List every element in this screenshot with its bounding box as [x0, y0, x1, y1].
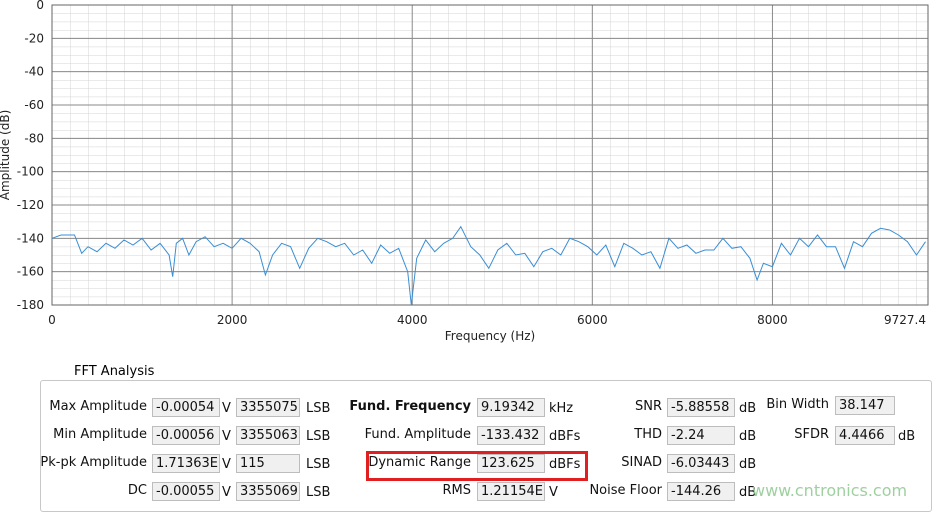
field-unit: dBFs — [549, 429, 581, 444]
minor-grid — [52, 5, 928, 305]
field-unit: LSB — [306, 401, 331, 416]
x-axis-title: Frequency (Hz) — [445, 329, 536, 343]
field-value: 123.625 — [477, 454, 545, 473]
y-tick-label: -140 — [17, 231, 44, 245]
field-unit: dB — [739, 457, 757, 472]
field-unit: V — [222, 457, 231, 472]
y-tick-label: -180 — [17, 298, 44, 312]
field-label: SFDR — [794, 427, 829, 442]
field-value: 4.4466 — [835, 426, 895, 445]
x-tick-label: 8000 — [757, 313, 788, 327]
field-value: 3355063 — [236, 426, 300, 445]
y-tick-label: -60 — [24, 98, 44, 112]
field-value: -0.00055 — [152, 482, 220, 501]
field-unit: dB — [739, 401, 757, 416]
field-value: -2.24 — [667, 426, 735, 445]
group-title: FFT Analysis — [70, 364, 159, 379]
spectrum-line — [51, 225, 926, 306]
field-unit: V — [549, 485, 558, 500]
field-value: -144.26 — [667, 482, 735, 501]
x-tick-label: 4000 — [397, 313, 428, 327]
field-value: 3355075 — [236, 398, 300, 417]
field-value: 9.19342 — [477, 398, 545, 417]
chart: Frequency (Hz) Amplitude (dB) 0 -20 -40 -60… — [0, 0, 929, 343]
field-label: Fund. Amplitude — [364, 427, 471, 442]
field-unit: V — [222, 401, 231, 416]
field-value: 38.147 — [835, 396, 895, 415]
x-tick-label: 2000 — [217, 313, 248, 327]
field-unit: LSB — [306, 429, 331, 444]
field-unit: dB — [739, 485, 757, 500]
y-tick-label: -100 — [17, 165, 44, 179]
field-value: 115 — [236, 454, 300, 473]
field-label: SNR — [634, 399, 662, 414]
field-unit: dBFs — [549, 457, 581, 472]
field-value: 1.21154E — [477, 482, 545, 501]
y-tick-label: -80 — [24, 131, 44, 145]
x-tick-label: 9727.4 — [884, 313, 926, 327]
field-label: Dynamic Range — [368, 455, 471, 470]
y-tick-label: 0 — [36, 0, 44, 12]
y-tick-label: -120 — [17, 198, 44, 212]
field-value: -6.03443 — [667, 454, 735, 473]
y-tick-label: -20 — [24, 31, 44, 45]
field-value: 3355069 — [236, 482, 300, 501]
field-unit: LSB — [306, 485, 331, 500]
field-label: Min Amplitude — [53, 427, 147, 442]
field-value: -0.00056 — [152, 426, 220, 445]
field-value: -0.00054 — [152, 398, 220, 417]
field-label: SINAD — [621, 455, 662, 470]
field-unit: V — [222, 485, 231, 500]
field-unit: kHz — [549, 401, 574, 416]
field-value: 1.71363E — [152, 454, 220, 473]
field-value: -5.88558 — [667, 398, 735, 417]
field-label: DC — [127, 483, 147, 498]
field-unit: V — [222, 429, 231, 444]
field-unit: LSB — [306, 457, 331, 472]
field-unit: dB — [739, 429, 757, 444]
y-tick-label: -40 — [24, 65, 44, 79]
field-label: Fund. Frequency — [349, 399, 471, 414]
watermark: www.cntronics.com — [752, 481, 908, 500]
field-label: Pk-pk Amplitude — [40, 455, 147, 470]
plot-frame — [51, 4, 929, 306]
field-unit: dB — [898, 429, 916, 444]
x-tick-label: 6000 — [577, 313, 608, 327]
field-label: Noise Floor — [589, 483, 662, 498]
field-label: THD — [634, 427, 662, 442]
x-tick-label: 0 — [48, 313, 56, 327]
y-axis-title: Amplitude (dB) — [0, 110, 12, 201]
field-label: Bin Width — [766, 397, 829, 412]
field-label: Max Amplitude — [49, 399, 147, 414]
field-value: -133.432 — [477, 426, 545, 445]
highlight-box — [366, 451, 588, 481]
field-label: RMS — [442, 483, 471, 498]
y-tick-label: -160 — [17, 265, 44, 279]
